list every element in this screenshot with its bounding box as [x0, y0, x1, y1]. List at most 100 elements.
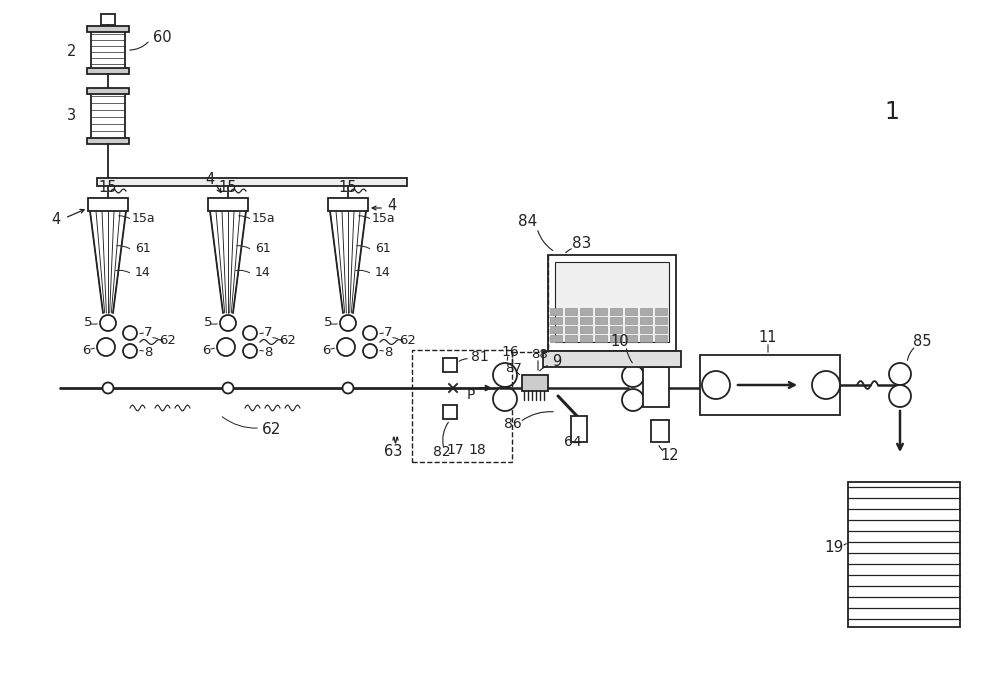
Bar: [565, 335, 577, 342]
Circle shape: [493, 387, 517, 411]
Text: 83: 83: [572, 236, 592, 252]
Text: 15a: 15a: [131, 211, 155, 225]
Bar: [208, 198, 248, 211]
Bar: [443, 358, 457, 372]
Bar: [643, 367, 669, 407]
Bar: [555, 262, 669, 342]
Bar: [550, 308, 562, 315]
Text: 7: 7: [264, 325, 272, 338]
Bar: [550, 326, 562, 333]
Bar: [610, 308, 622, 315]
Text: 15: 15: [219, 180, 237, 196]
Bar: [700, 355, 840, 415]
Text: 7: 7: [144, 325, 152, 338]
Bar: [595, 317, 607, 324]
Text: 8: 8: [264, 346, 272, 358]
Text: 8: 8: [144, 346, 152, 358]
Text: 63: 63: [384, 445, 402, 460]
Circle shape: [243, 326, 257, 340]
Text: 14: 14: [135, 265, 151, 279]
Text: 85: 85: [913, 335, 931, 350]
Circle shape: [103, 383, 114, 394]
Bar: [88, 198, 128, 211]
Bar: [625, 308, 637, 315]
Bar: [565, 317, 577, 324]
Text: 62: 62: [160, 333, 176, 346]
Text: 6: 6: [202, 344, 210, 356]
Circle shape: [889, 363, 911, 385]
Text: 61: 61: [135, 242, 151, 254]
Text: 10: 10: [611, 335, 629, 350]
Text: 87: 87: [506, 362, 522, 375]
Bar: [610, 326, 622, 333]
Bar: [640, 317, 652, 324]
Bar: [565, 326, 577, 333]
Bar: [328, 198, 368, 211]
Bar: [550, 317, 562, 324]
Bar: [87, 88, 129, 94]
Text: 84: 84: [518, 215, 538, 230]
Text: 4: 4: [205, 173, 215, 188]
Circle shape: [337, 338, 355, 356]
Bar: [640, 335, 652, 342]
Bar: [87, 68, 129, 74]
Bar: [595, 326, 607, 333]
Circle shape: [493, 363, 517, 387]
Bar: [91, 92, 125, 140]
Text: 61: 61: [375, 242, 391, 254]
Text: 4: 4: [51, 213, 61, 227]
Text: 86: 86: [504, 417, 522, 431]
Text: 81: 81: [471, 350, 489, 364]
Circle shape: [363, 326, 377, 340]
Text: 14: 14: [255, 265, 271, 279]
Circle shape: [622, 389, 644, 411]
Text: 5: 5: [84, 315, 92, 329]
Circle shape: [123, 344, 137, 358]
Text: 15: 15: [99, 180, 117, 196]
Text: 82: 82: [433, 445, 451, 459]
Text: 15a: 15a: [371, 211, 395, 225]
Text: 88: 88: [532, 348, 548, 360]
Text: 6: 6: [82, 344, 90, 356]
Bar: [625, 326, 637, 333]
Bar: [548, 255, 676, 351]
Bar: [625, 335, 637, 342]
Text: 62: 62: [400, 333, 416, 346]
Text: 60: 60: [153, 30, 171, 45]
Circle shape: [243, 344, 257, 358]
Circle shape: [702, 371, 730, 399]
Bar: [97, 178, 407, 186]
Bar: [580, 308, 592, 315]
Text: 3: 3: [67, 109, 77, 124]
Circle shape: [622, 365, 644, 387]
Bar: [543, 351, 681, 367]
Text: 17: 17: [446, 443, 464, 457]
Bar: [610, 317, 622, 324]
Text: 1: 1: [885, 100, 899, 124]
Bar: [443, 405, 457, 419]
Bar: [580, 335, 592, 342]
Text: 8: 8: [384, 346, 392, 358]
Circle shape: [222, 383, 234, 394]
Bar: [571, 416, 587, 442]
Text: 61: 61: [255, 242, 271, 254]
Bar: [595, 308, 607, 315]
Circle shape: [97, 338, 115, 356]
Bar: [412, 350, 512, 462]
Bar: [565, 308, 577, 315]
Bar: [91, 30, 125, 70]
Bar: [655, 335, 667, 342]
Circle shape: [889, 385, 911, 407]
Circle shape: [217, 338, 235, 356]
Circle shape: [340, 315, 356, 331]
Circle shape: [123, 326, 137, 340]
Text: 19: 19: [824, 541, 844, 556]
Bar: [651, 420, 669, 442]
Text: 11: 11: [759, 331, 777, 346]
Circle shape: [812, 371, 840, 399]
Circle shape: [220, 315, 236, 331]
Bar: [655, 308, 667, 315]
Bar: [87, 138, 129, 144]
Text: 5: 5: [204, 315, 212, 329]
Bar: [550, 335, 562, 342]
